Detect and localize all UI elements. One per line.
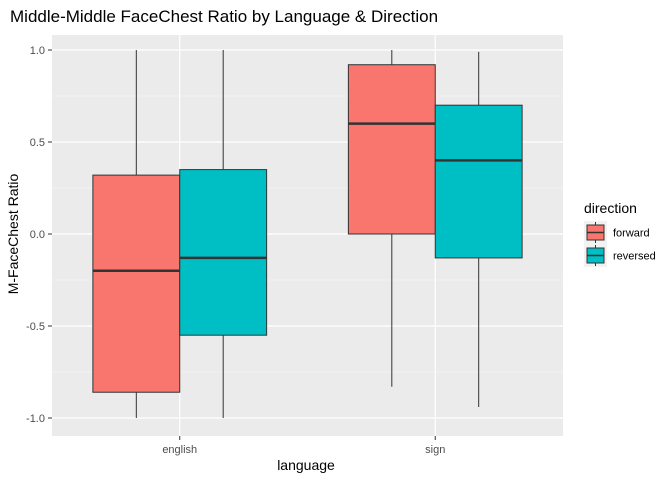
box-reversed-english	[179, 50, 268, 418]
box-iqr	[179, 169, 268, 336]
y-axis-title: M-FaceChest Ratio	[5, 173, 21, 294]
legend-label: reversed	[613, 251, 656, 263]
chart-title: Middle-Middle FaceChest Ratio by Languag…	[10, 7, 438, 26]
box-series	[92, 50, 523, 418]
box-forward-english	[92, 50, 181, 418]
y-tick-label: 1.0	[30, 45, 45, 57]
x-axis-ticks: english sign	[162, 436, 445, 456]
box-iqr	[434, 104, 523, 259]
legend-label: forward	[613, 228, 650, 240]
y-tick-label: -0.5	[26, 321, 45, 333]
box-forward-sign	[347, 50, 436, 387]
legend: direction forward reversed	[584, 200, 656, 267]
legend-item-forward: forward	[584, 221, 650, 244]
box-reversed-sign	[434, 51, 523, 407]
y-axis-ticks: -1.0 -0.5 0.0 0.5 1.0	[26, 45, 52, 425]
box-iqr	[347, 64, 436, 235]
y-tick-label: -1.0	[26, 413, 45, 425]
x-tick-label: sign	[425, 444, 445, 456]
y-tick-label: 0.0	[30, 229, 45, 241]
legend-item-reversed: reversed	[584, 244, 656, 267]
box-iqr	[92, 174, 181, 393]
y-tick-label: 0.5	[30, 137, 45, 149]
x-tick-label: english	[162, 444, 197, 456]
x-axis-title: language	[277, 457, 335, 473]
legend-title: direction	[584, 200, 637, 216]
